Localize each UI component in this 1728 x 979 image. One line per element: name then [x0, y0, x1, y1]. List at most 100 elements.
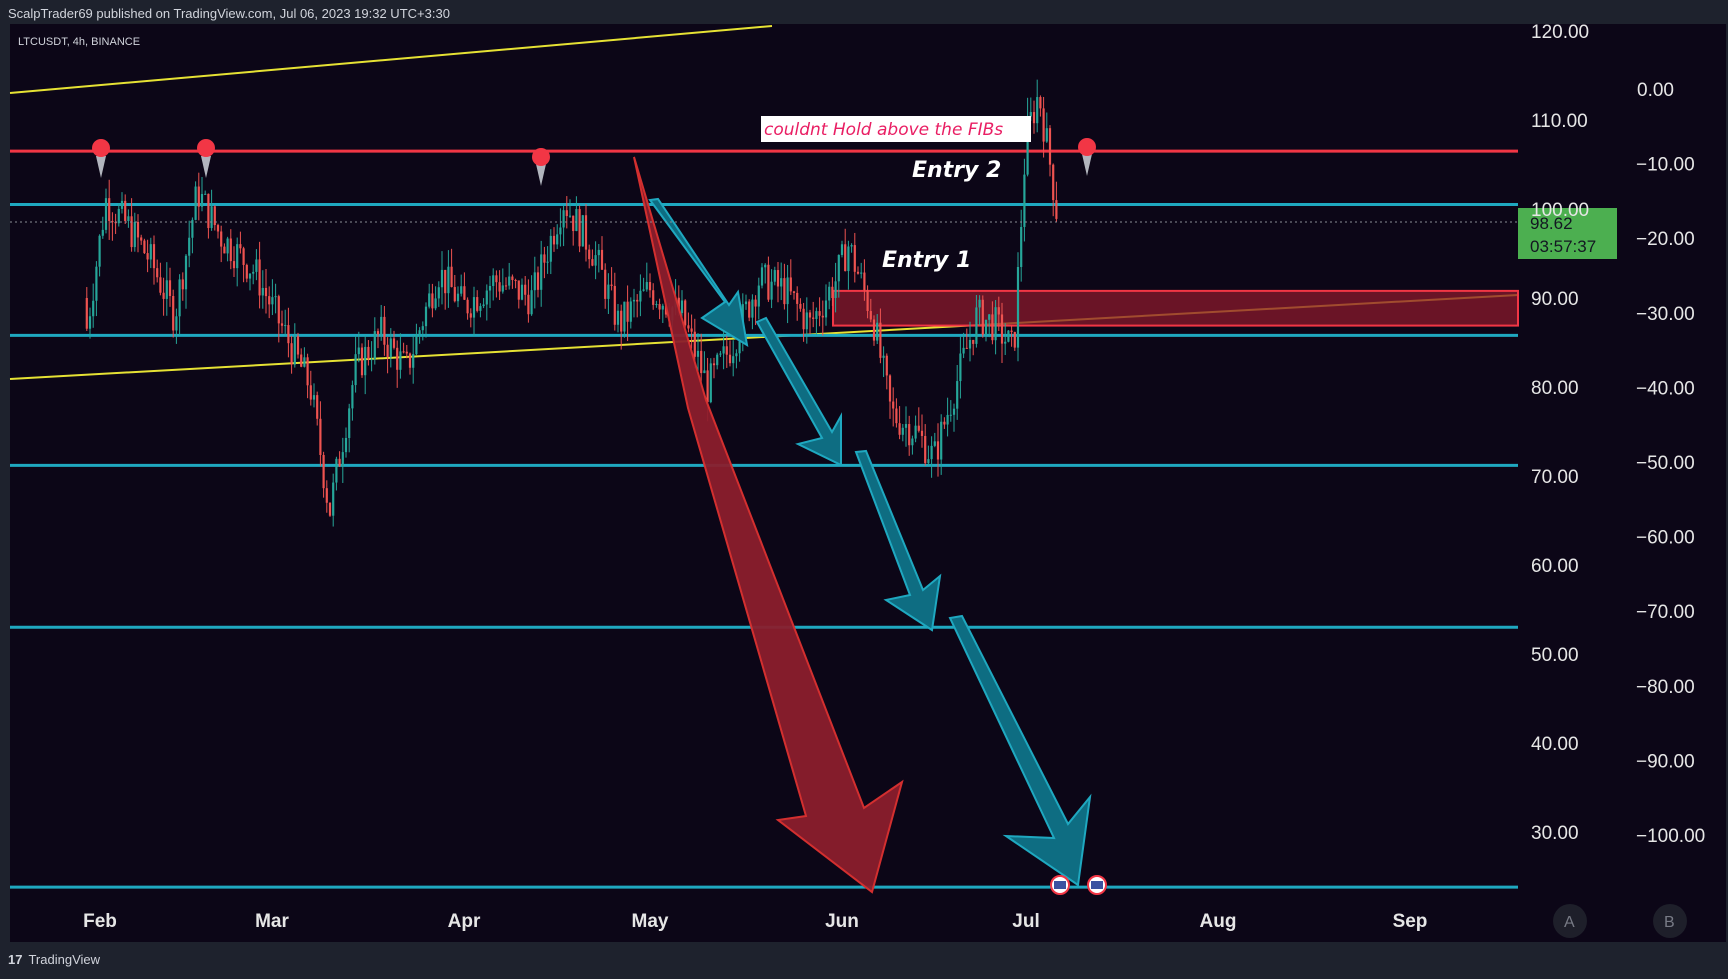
tradingview-logo-icon: 17: [8, 952, 23, 967]
secondary-tick-label: −70.00: [1636, 602, 1695, 623]
candle: [911, 435, 914, 455]
candle: [325, 480, 328, 513]
candle: [175, 308, 178, 344]
candle: [821, 300, 824, 336]
candle: [213, 205, 216, 231]
candle: [261, 270, 264, 309]
footer-brand[interactable]: TradingView: [28, 952, 101, 967]
candle: [136, 214, 140, 253]
candle: [866, 285, 869, 319]
candle: [402, 342, 405, 354]
candle: [197, 172, 200, 221]
candle: [853, 232, 856, 283]
candle: [216, 223, 220, 239]
candle: [802, 302, 805, 342]
candle: [869, 298, 872, 323]
button-b[interactable]: B: [1653, 904, 1687, 938]
candle: [255, 249, 258, 281]
candle: [1004, 323, 1007, 356]
candle: [1000, 302, 1004, 364]
candle: [485, 284, 488, 321]
candle: [792, 290, 796, 300]
candle: [130, 198, 133, 252]
candle: [754, 295, 757, 326]
candle: [568, 199, 572, 218]
secondary-tick-label: −10.00: [1636, 155, 1695, 176]
candle: [264, 269, 268, 314]
candle: [360, 343, 364, 378]
candle: [172, 289, 175, 338]
month-label: Jul: [1012, 911, 1039, 932]
candle: [479, 303, 482, 318]
plot-area[interactable]: [10, 24, 1518, 942]
candle: [514, 278, 517, 289]
candle: [421, 321, 424, 341]
candle: [165, 262, 168, 316]
secondary-tick-label: 0.00: [1637, 80, 1674, 101]
candle: [418, 327, 421, 344]
candle: [594, 241, 597, 280]
candle: [860, 262, 863, 279]
candle: [111, 212, 114, 241]
candle: [220, 225, 223, 263]
secondary-tick-label: −20.00: [1636, 229, 1695, 250]
price-axis[interactable]: [1518, 24, 1726, 942]
candle: [968, 321, 972, 362]
candle: [556, 224, 559, 250]
price-tick-label: 100.00: [1531, 200, 1589, 221]
month-label: Aug: [1200, 911, 1237, 932]
candle: [991, 301, 994, 345]
candle: [530, 275, 533, 316]
time-axis-labels: Feb Mar Apr May Jun Jul Aug Sep: [83, 911, 1427, 932]
publish-info: ScalpTrader69 published on TradingView.c…: [8, 6, 450, 21]
candle: [447, 250, 450, 308]
candle: [824, 284, 828, 326]
candle: [424, 302, 428, 338]
candle: [376, 328, 380, 349]
teal-arrow-4: [948, 614, 1092, 887]
footer: 17 TradingView: [8, 952, 100, 967]
candle: [613, 272, 616, 331]
candle: [248, 273, 252, 291]
candle: [623, 301, 626, 338]
us-flag-icon[interactable]: [1087, 875, 1107, 895]
candle: [98, 234, 101, 277]
candle: [124, 194, 127, 225]
candle: [770, 269, 773, 309]
candle: [687, 312, 690, 333]
candle: [444, 269, 447, 310]
button-a[interactable]: A: [1553, 904, 1587, 938]
candle: [456, 286, 460, 308]
red-arrow-body: [633, 156, 904, 894]
candle: [92, 283, 95, 328]
candle: [786, 264, 789, 324]
candle: [127, 209, 130, 228]
us-flag-icon[interactable]: [1050, 875, 1070, 895]
candle: [975, 295, 978, 348]
pin-marker: [1078, 138, 1096, 176]
candle: [850, 243, 853, 253]
candle: [994, 299, 997, 355]
candle: [319, 401, 322, 467]
candle: [335, 456, 338, 491]
candle: [565, 196, 568, 229]
candle: [588, 244, 591, 269]
candle: [527, 279, 530, 323]
candle: [1055, 181, 1058, 222]
candle: [300, 348, 303, 368]
teal-arrow-1: [648, 197, 749, 347]
month-label: Sep: [1393, 911, 1428, 932]
candle: [812, 301, 815, 328]
candle: [959, 336, 962, 399]
candle: [88, 307, 92, 339]
candle: [581, 214, 584, 247]
candle: [341, 437, 344, 483]
candle: [943, 417, 946, 429]
candle: [575, 196, 578, 232]
candle: [389, 328, 392, 368]
price-tag-value: 98.62: [1530, 214, 1573, 233]
candle: [917, 407, 920, 433]
candle: [732, 340, 735, 377]
candle: [104, 188, 108, 234]
